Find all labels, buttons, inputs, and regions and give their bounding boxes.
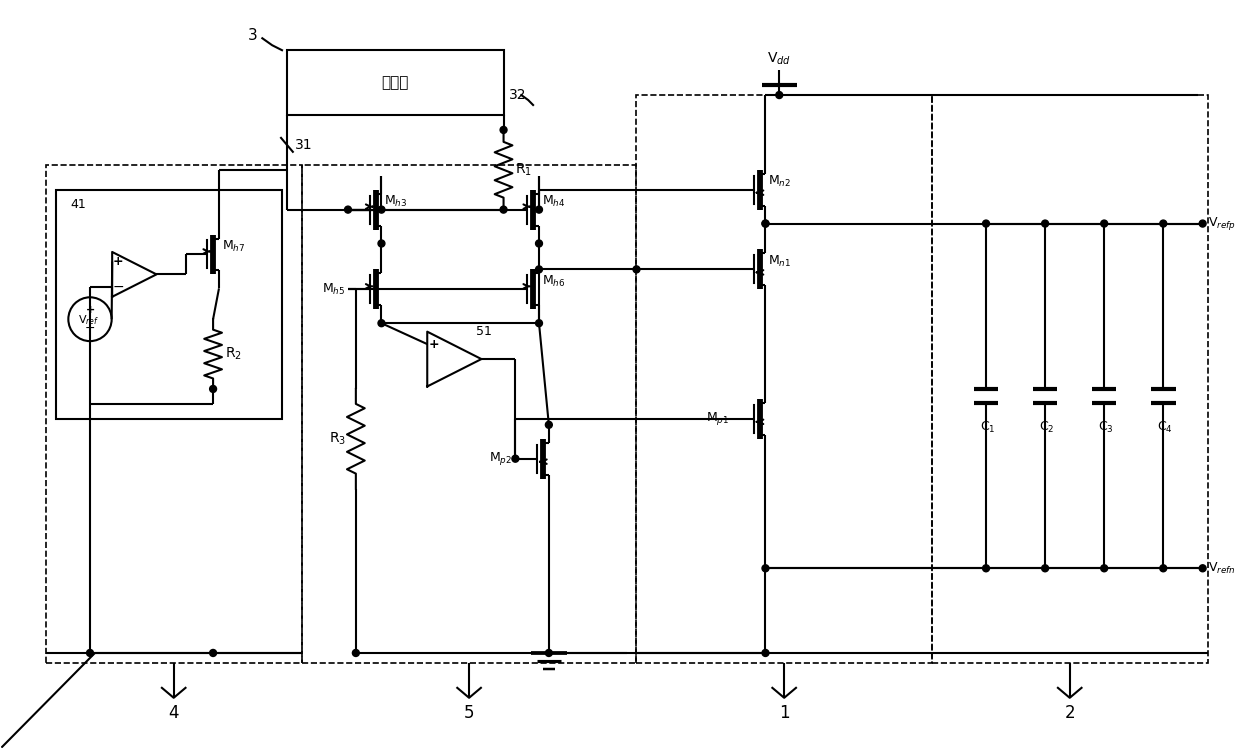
Circle shape [763,220,769,227]
Circle shape [1199,220,1207,227]
Circle shape [982,565,990,571]
Text: C$_1$: C$_1$ [980,420,996,435]
Circle shape [500,206,507,213]
Circle shape [763,565,769,571]
Circle shape [536,206,542,213]
Circle shape [776,91,782,99]
Text: V$_{refn}$: V$_{refn}$ [1208,561,1235,576]
Text: V$_{ref}$: V$_{ref}$ [78,313,99,327]
Text: 31: 31 [295,138,312,152]
Circle shape [352,649,360,656]
Text: 电流镜: 电流镜 [382,75,409,90]
Bar [636,95,932,663]
Text: 41: 41 [71,198,86,210]
Circle shape [536,320,542,327]
Circle shape [546,422,552,428]
Text: C$_3$: C$_3$ [1099,420,1114,435]
Bar [56,189,281,419]
Circle shape [378,206,384,213]
Circle shape [982,220,990,227]
Text: 32: 32 [508,88,526,102]
Text: M$_{h3}$: M$_{h3}$ [384,194,408,209]
Text: 51: 51 [476,324,492,338]
Text: −: − [84,321,95,335]
Circle shape [345,206,351,213]
Circle shape [500,127,507,133]
Circle shape [1199,565,1207,571]
Text: 5: 5 [464,704,475,722]
Bar [286,50,503,115]
Circle shape [1159,565,1167,571]
Circle shape [210,386,217,392]
Text: +: + [113,255,124,268]
Text: M$_{h5}$: M$_{h5}$ [321,282,345,297]
Circle shape [210,649,217,656]
Circle shape [634,266,640,273]
Circle shape [378,320,384,327]
Text: R$_1$: R$_1$ [516,162,532,178]
Circle shape [87,649,93,656]
Text: R$_3$: R$_3$ [329,431,346,447]
Circle shape [1101,565,1107,571]
Circle shape [763,220,769,227]
Bar [46,165,301,663]
Text: +: + [429,338,439,351]
Text: M$_{h7}$: M$_{h7}$ [222,239,246,254]
Text: C$_2$: C$_2$ [1039,420,1055,435]
Text: 3: 3 [248,28,258,43]
Circle shape [546,649,552,656]
Text: −: − [113,280,124,294]
Text: M$_{n1}$: M$_{n1}$ [769,254,791,269]
Bar [301,165,636,663]
Circle shape [763,649,769,656]
Circle shape [512,455,518,462]
Text: M$_{n2}$: M$_{n2}$ [769,175,791,189]
Circle shape [1042,565,1049,571]
Text: 1: 1 [779,704,790,722]
Text: +: + [86,306,94,315]
Text: 2: 2 [1064,704,1075,722]
Circle shape [378,240,384,247]
Circle shape [1159,220,1167,227]
Text: C$_4$: C$_4$ [1157,420,1173,435]
Text: M$_{h4}$: M$_{h4}$ [542,194,565,209]
Text: R$_2$: R$_2$ [224,346,242,363]
Text: M$_{p2}$: M$_{p2}$ [490,450,512,467]
Circle shape [536,266,542,273]
Text: M$_{p1}$: M$_{p1}$ [706,410,729,428]
Circle shape [1042,220,1049,227]
Circle shape [1101,220,1107,227]
Text: M$_{h6}$: M$_{h6}$ [542,274,565,289]
Text: V$_{refp}$: V$_{refp}$ [1208,215,1235,232]
Circle shape [536,240,542,247]
Text: V$_{dd}$: V$_{dd}$ [768,51,791,67]
Bar [932,95,1208,663]
Text: 4: 4 [169,704,179,722]
